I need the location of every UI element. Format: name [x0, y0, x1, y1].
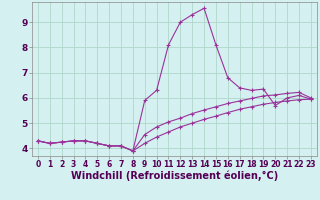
X-axis label: Windchill (Refroidissement éolien,°C): Windchill (Refroidissement éolien,°C) [71, 171, 278, 181]
